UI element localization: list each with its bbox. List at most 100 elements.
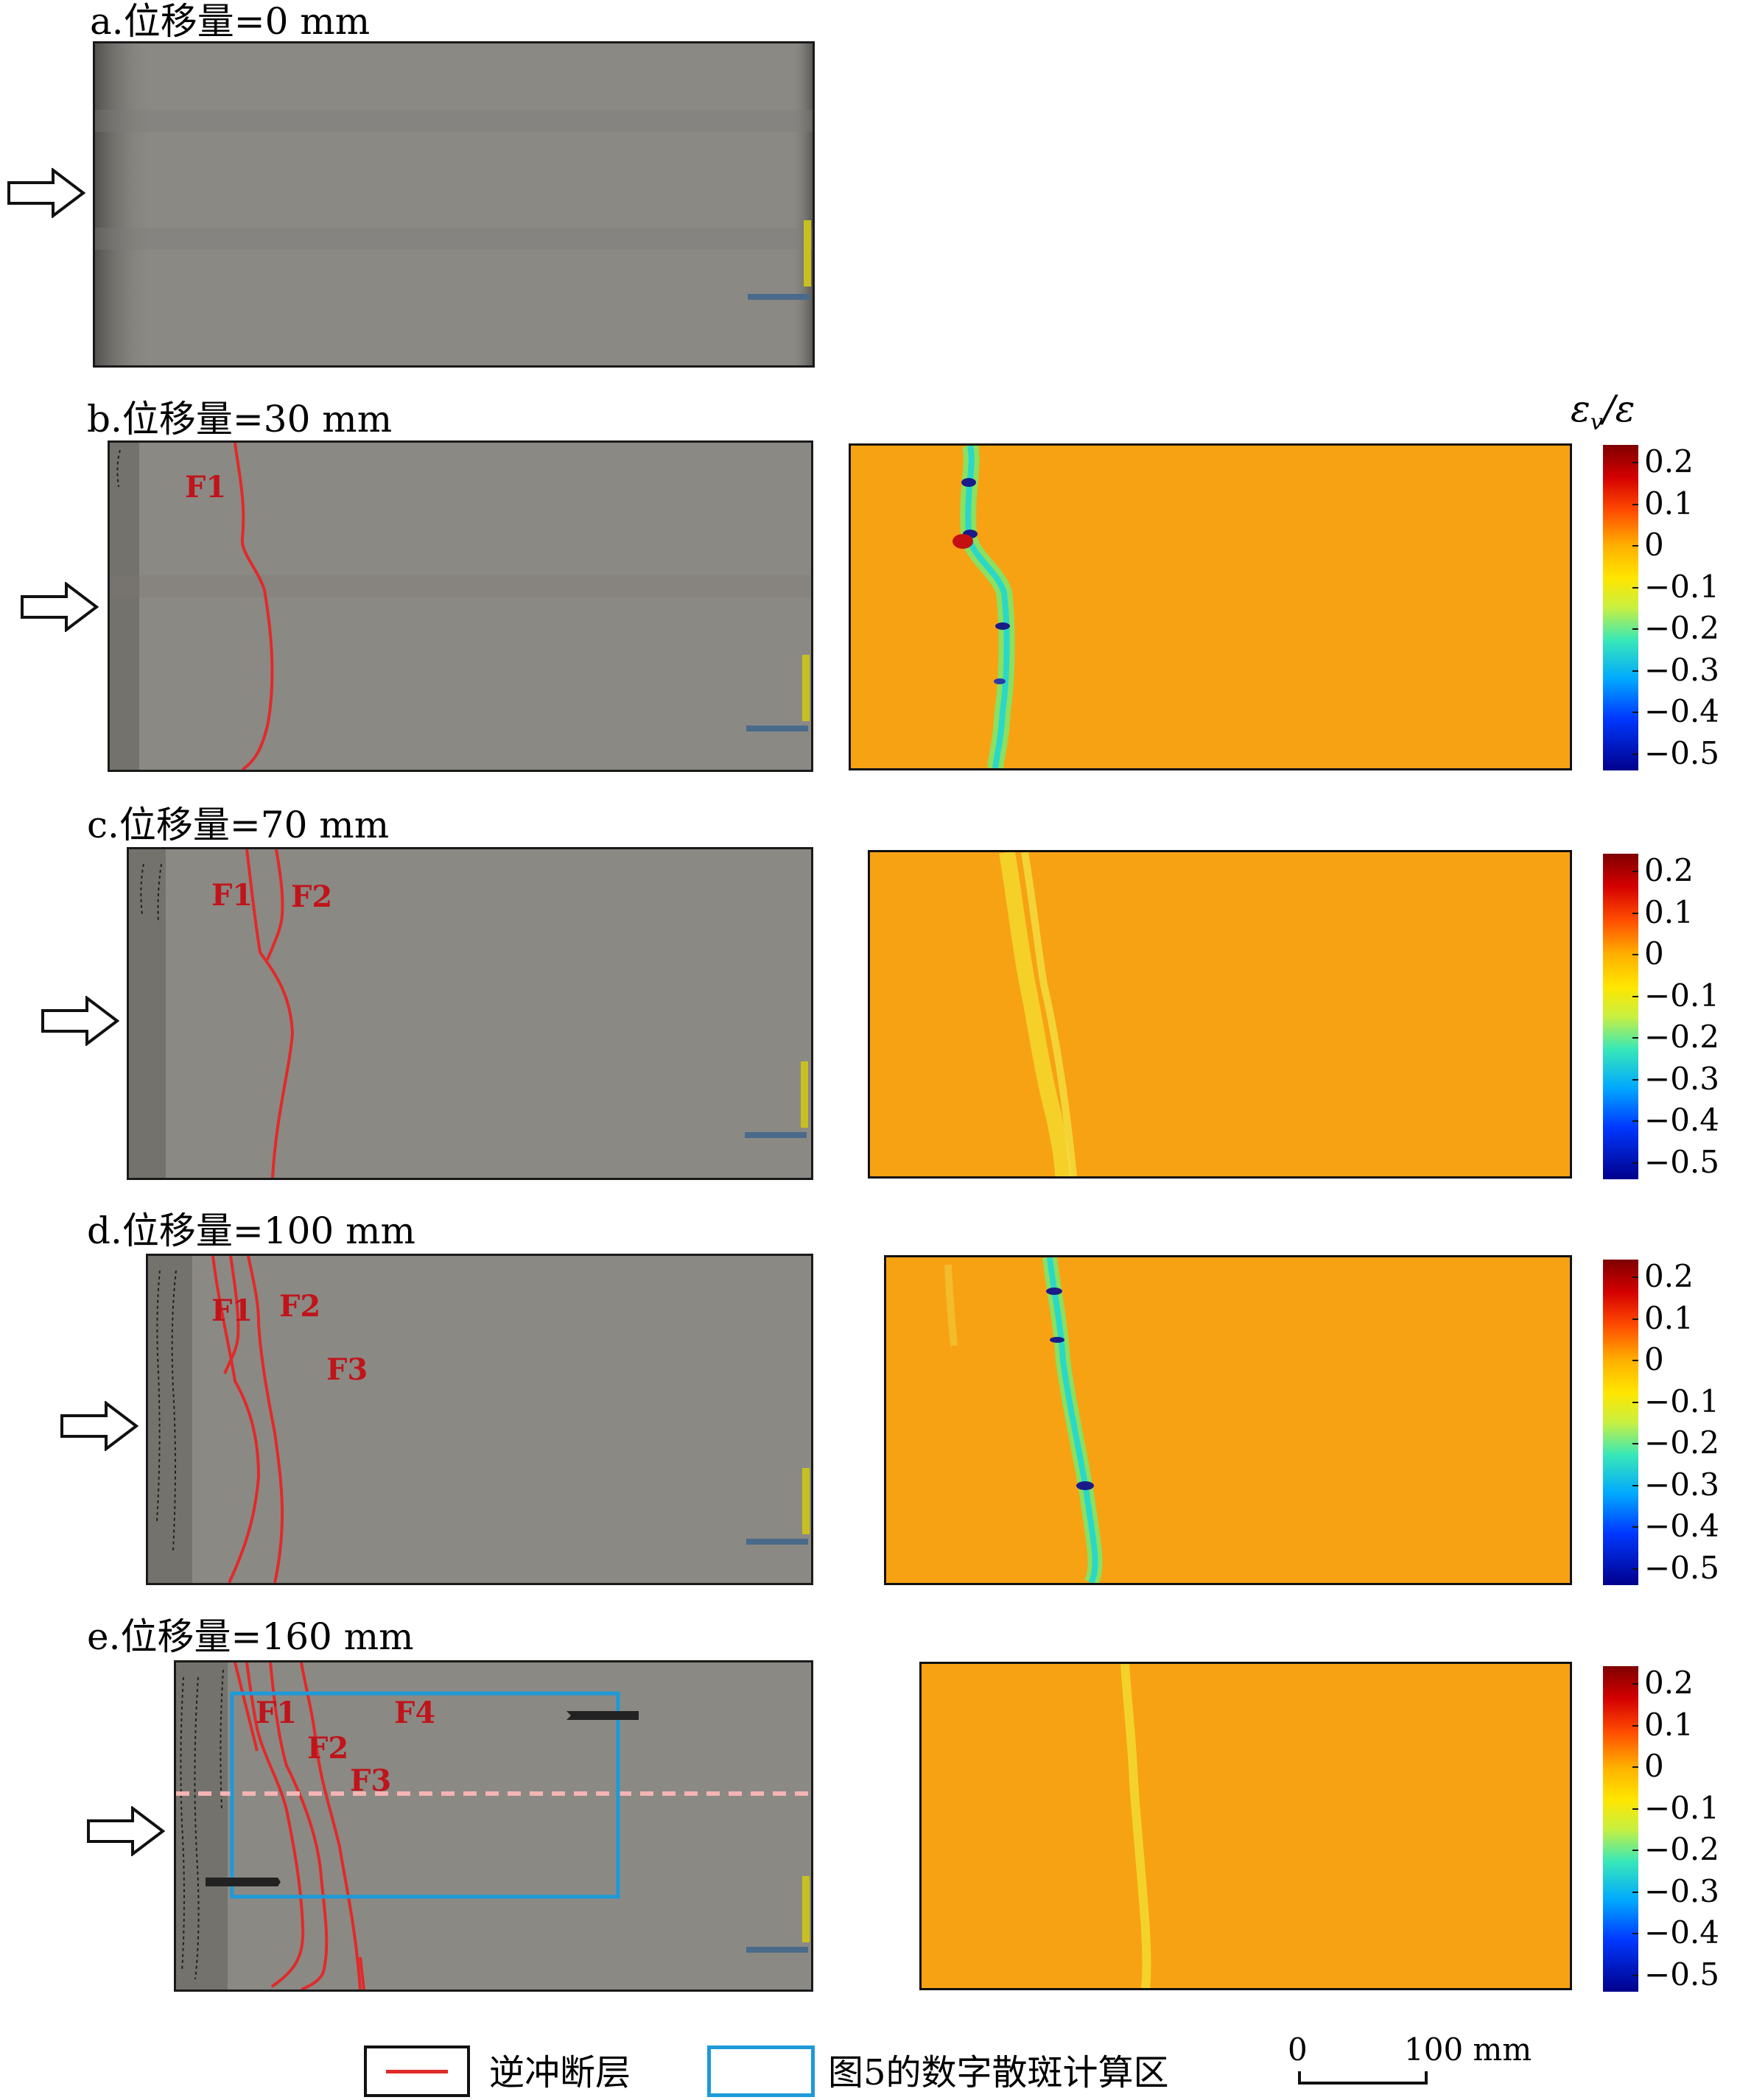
model-photo-b: F1 [108, 440, 813, 772]
strain-map-e [919, 1662, 1572, 1990]
colorbar-tick-mark [1632, 1974, 1638, 1976]
colorbar-tick-label: 0.1 [1644, 893, 1694, 930]
colorbar-tick-mark [1632, 912, 1638, 914]
colorbar [1603, 854, 1638, 1179]
colorbar-tick-mark [1632, 462, 1638, 463]
fault-label-f2: F2 [307, 1731, 348, 1766]
colorbar-tick-mark [1632, 1120, 1638, 1122]
colorbar-tick-mark [1632, 670, 1638, 672]
push-arrow-icon [87, 1805, 166, 1859]
colorbar-tick-label: −0.2 [1644, 1831, 1719, 1867]
legend-dic-swatch [707, 2045, 815, 2097]
colorbar-tick-mark [1632, 954, 1638, 955]
colorbar-tick-label: 0 [1644, 527, 1664, 563]
colorbar-tick-label: 0.1 [1644, 1299, 1694, 1336]
colorbar-tick-mark [1632, 1443, 1638, 1444]
colorbar-tick-mark [1632, 545, 1638, 547]
panel-c-title: c.位移量=70 mm [87, 804, 390, 846]
push-arrow-icon [41, 994, 120, 1049]
panel-b-title: b.位移量=30 mm [87, 398, 393, 440]
colorbar [1603, 445, 1638, 770]
colorbar-tick-mark [1632, 586, 1638, 589]
colorbar-tick-label: −0.1 [1644, 977, 1719, 1014]
colorbar-tick-mark [1632, 1078, 1638, 1081]
fault-label-f1: F1 [211, 878, 253, 913]
fault-label-f3: F3 [326, 1352, 368, 1387]
colorbar-title: εv/ε [1571, 390, 1635, 441]
scale-start-label: 0 [1288, 2031, 1308, 2068]
colorbar-tick-label: −0.3 [1644, 1466, 1719, 1503]
push-arrow-icon [21, 580, 99, 635]
colorbar-tick-mark [1632, 1683, 1638, 1685]
colorbar-tick-mark [1632, 1318, 1638, 1320]
colorbar-tick-label: −0.5 [1644, 1956, 1719, 1992]
fault-label-f1: F1 [256, 1696, 297, 1730]
colorbar-tick-label: −0.3 [1644, 1872, 1719, 1909]
colorbar-title-main: ε [1571, 387, 1590, 430]
fault-label-f2: F2 [291, 879, 332, 914]
colorbar-tick-label: −0.1 [1644, 1383, 1719, 1419]
colorbar-tick-mark [1632, 1162, 1638, 1164]
colorbar-tick-label: 0.2 [1644, 1665, 1694, 1701]
colorbar-tick-label: −0.4 [1644, 1914, 1719, 1950]
fault-label-f2: F2 [279, 1289, 320, 1324]
colorbar-tick-mark [1632, 1526, 1638, 1528]
model-photo-c: F1 F2 [127, 847, 813, 1180]
colorbar-tick-mark [1632, 1766, 1638, 1768]
colorbar-tick-mark [1632, 1484, 1638, 1486]
colorbar-tick-mark [1632, 995, 1638, 997]
colorbar-tick-mark [1632, 628, 1638, 630]
push-arrow-icon [7, 166, 86, 221]
colorbar-tick-label: 0.2 [1644, 1258, 1694, 1294]
colorbar-tick-label: −0.2 [1644, 1019, 1719, 1055]
fault-label-f1: F1 [211, 1293, 253, 1328]
colorbar-tick-mark [1632, 1850, 1638, 1851]
colorbar-tick-mark [1632, 1037, 1638, 1039]
scale-end-label: 100 mm [1404, 2031, 1532, 2068]
colorbar-tick-label: −0.3 [1644, 1060, 1719, 1097]
colorbar-tick-label: −0.4 [1644, 1102, 1719, 1138]
colorbar-tick-label: −0.4 [1644, 1508, 1719, 1544]
colorbar-tick-label: 0 [1644, 935, 1664, 972]
colorbar-tick-mark [1632, 753, 1638, 755]
colorbar-tick-label: 0.2 [1644, 443, 1694, 480]
colorbar-tick-mark [1632, 1401, 1638, 1403]
legend-dic-label: 图5的数字散斑计算区 [828, 2052, 1169, 2093]
strain-map-c [868, 850, 1572, 1179]
fault-label-f4: F4 [394, 1696, 435, 1730]
colorbar-tick-mark [1632, 871, 1638, 872]
push-arrow-icon [60, 1400, 139, 1454]
colorbar-tick-label: 0.1 [1644, 1706, 1694, 1743]
colorbar-tick-label: −0.4 [1644, 693, 1719, 729]
colorbar-title-tail: /ε [1602, 387, 1635, 430]
panel-d-title: d.位移量=100 mm [87, 1209, 415, 1252]
colorbar-tick-label: −0.2 [1644, 610, 1719, 646]
legend-fault-label: 逆冲断层 [489, 2052, 631, 2093]
colorbar-tick-mark [1632, 1933, 1638, 1934]
colorbar-title-sub: v [1590, 410, 1603, 435]
colorbar-tick-mark [1632, 712, 1638, 713]
strain-map-b [849, 443, 1572, 770]
colorbar-tick-label: 0 [1644, 1748, 1664, 1784]
colorbar-tick-label: −0.1 [1644, 568, 1719, 605]
panel-e-title: e.位移量=160 mm [87, 1615, 414, 1658]
strain-map-d [884, 1255, 1572, 1585]
scale-bar [1298, 2071, 1428, 2085]
model-photo-d: F1 F2 F3 [146, 1254, 813, 1585]
colorbar [1603, 1260, 1638, 1585]
fault-label-f1: F1 [185, 470, 226, 505]
colorbar-tick-label: −0.3 [1644, 651, 1719, 688]
colorbar-tick-mark [1632, 1276, 1638, 1278]
colorbar-tick-mark [1632, 1724, 1638, 1727]
colorbar-tick-label: 0 [1644, 1341, 1664, 1377]
colorbar-tick-label: 0.1 [1644, 485, 1694, 522]
colorbar-tick-label: −0.1 [1644, 1789, 1719, 1826]
panel-a-title: a.位移量=0 mm [90, 0, 371, 43]
colorbar-tick-label: −0.5 [1644, 1549, 1719, 1586]
fault-label-f3: F3 [350, 1763, 391, 1798]
colorbar-tick-mark [1632, 1808, 1638, 1810]
colorbar [1603, 1666, 1638, 1992]
colorbar-tick-mark [1632, 503, 1638, 505]
model-photo-a [93, 41, 815, 368]
colorbar-tick-label: 0.2 [1644, 852, 1694, 888]
